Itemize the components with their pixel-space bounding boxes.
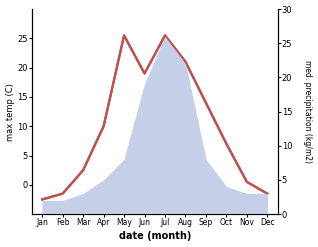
Y-axis label: max temp (C): max temp (C) bbox=[5, 83, 15, 141]
Y-axis label: med. precipitation (kg/m2): med. precipitation (kg/m2) bbox=[303, 60, 313, 163]
X-axis label: date (month): date (month) bbox=[119, 231, 191, 242]
